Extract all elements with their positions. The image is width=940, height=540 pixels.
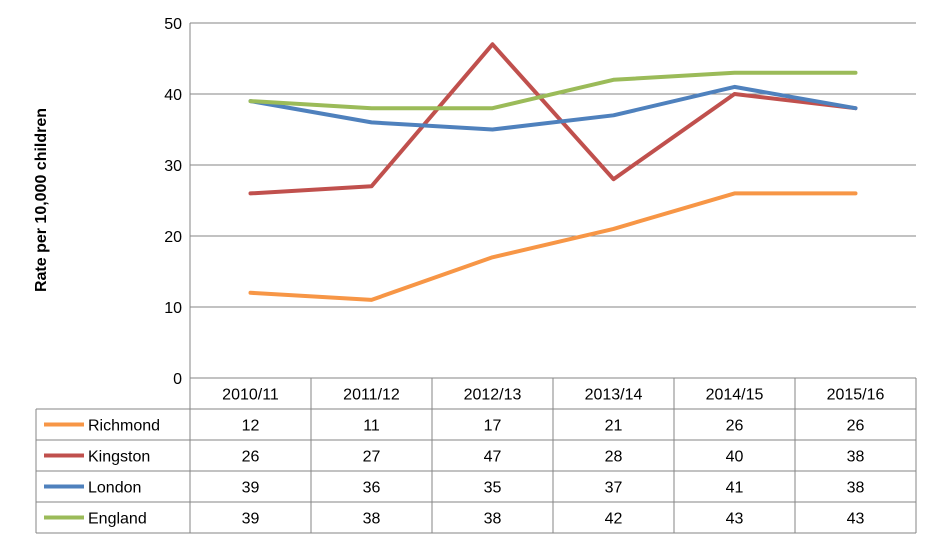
legend-label: Kingston	[88, 449, 150, 466]
x-tick-label: 2012/13	[464, 387, 522, 404]
y-tick-label: 40	[164, 87, 182, 104]
table-cell: 40	[726, 449, 744, 466]
series-line-england	[248, 70, 858, 111]
series-line-london	[248, 84, 858, 132]
table-cell: 42	[605, 511, 623, 528]
series-line-richmond	[248, 191, 858, 302]
table-cell: 27	[363, 449, 381, 466]
series-lines	[248, 42, 858, 302]
table-cell: 36	[363, 480, 381, 497]
table-cell: 39	[242, 480, 260, 497]
table-cell: 26	[847, 418, 865, 435]
table-cell: 35	[484, 480, 502, 497]
x-tick-label: 2014/15	[706, 387, 764, 404]
table-cell: 17	[484, 418, 502, 435]
gridlines	[189, 22, 916, 379]
table-cell: 11	[363, 418, 380, 435]
x-tick-label: 2015/16	[827, 387, 885, 404]
y-tick-label: 0	[173, 371, 182, 388]
legend-label: Richmond	[88, 418, 160, 435]
table-cell: 12	[242, 418, 260, 435]
y-tick-label: 50	[164, 16, 182, 33]
y-tick-label: 30	[164, 158, 182, 175]
x-tick-label: 2011/12	[343, 387, 400, 404]
table-cell: 38	[847, 449, 865, 466]
table-cell: 28	[605, 449, 623, 466]
data-table: 2010/11 2011/12 2012/13 2013/14 2014/15 2015/…	[35, 377, 917, 534]
series-line-kingston	[248, 42, 858, 196]
table-cell: 26	[726, 418, 744, 435]
x-tick-label: 2010/11	[222, 387, 279, 404]
y-axis-ticks: 0 10 20 30 40 50	[164, 16, 182, 388]
y-tick-label: 10	[164, 300, 182, 317]
table-cell: 43	[847, 511, 865, 528]
y-tick-label: 20	[164, 229, 182, 246]
table-cell: 47	[484, 449, 502, 466]
table-cell: 41	[726, 480, 744, 497]
table-cell: 43	[726, 511, 744, 528]
table-cell: 26	[242, 449, 260, 466]
legend-label: London	[88, 480, 141, 497]
table-cell: 39	[242, 511, 260, 528]
y-axis-label: Rate per 10,000 children	[33, 108, 50, 292]
table-cell: 38	[363, 511, 381, 528]
table-cell: 21	[605, 418, 623, 435]
x-tick-label: 2013/14	[585, 387, 643, 404]
table-cell: 38	[484, 511, 502, 528]
table-cell: 37	[605, 480, 623, 497]
legend-label: England	[88, 511, 147, 528]
table-cell: 38	[847, 480, 865, 497]
